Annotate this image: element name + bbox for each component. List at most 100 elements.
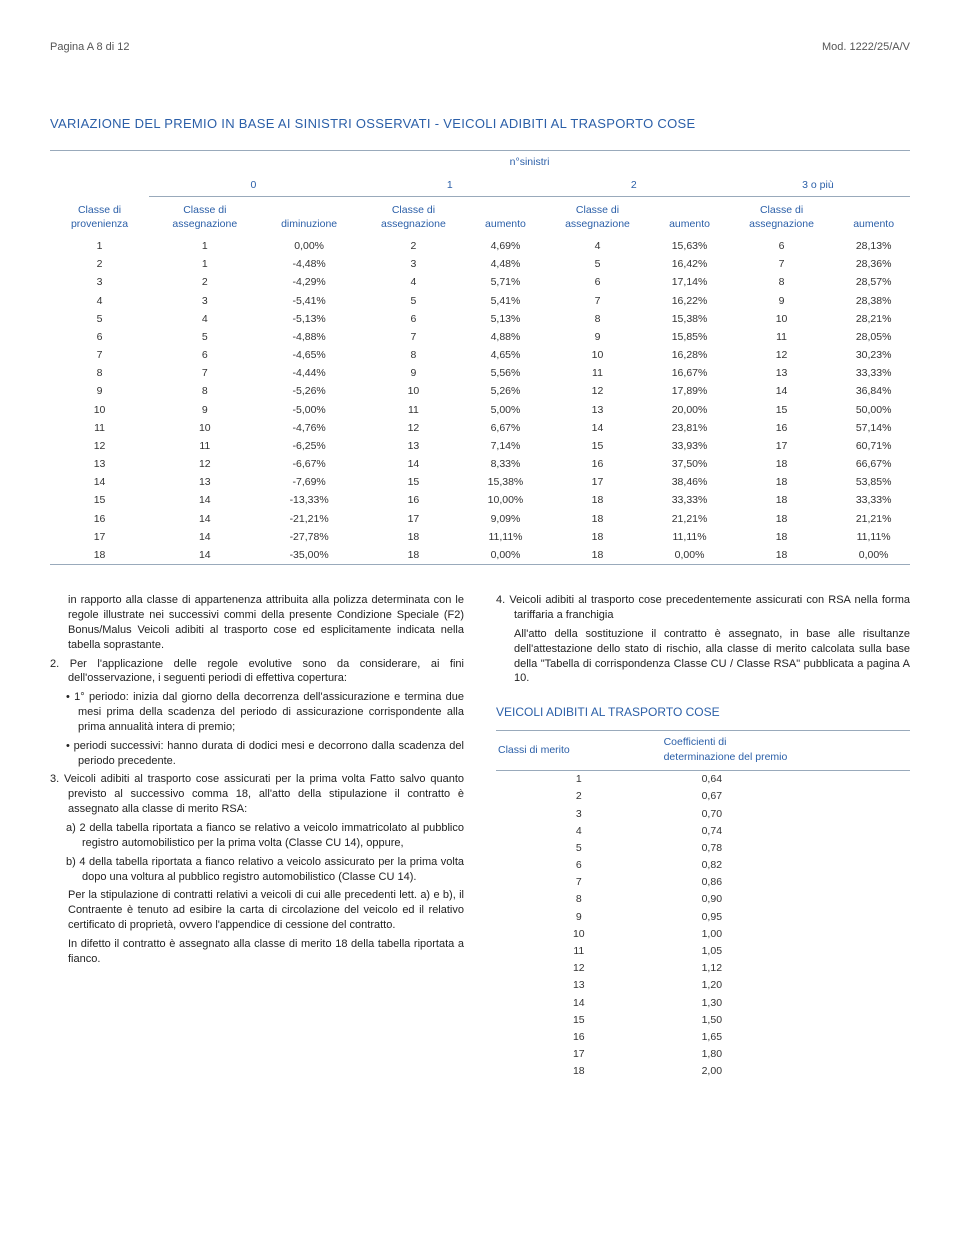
table-cell: 4,65% (469, 346, 542, 364)
table-cell: 3 (496, 805, 662, 822)
table-row: 90,95 (496, 908, 910, 925)
table-row: 141,30 (496, 994, 910, 1011)
table-cell: -5,41% (261, 292, 358, 310)
table-row: 1312-6,67%148,33%1637,50%1866,67% (50, 455, 910, 473)
table-cell: 16 (50, 510, 149, 528)
table-cell: 0,00% (261, 237, 358, 255)
table-cell: 8 (149, 382, 260, 400)
table-row: 54-5,13%65,13%815,38%1028,21% (50, 310, 910, 328)
table-cell: -4,76% (261, 419, 358, 437)
table-cell: 14 (149, 491, 260, 509)
table-cell: 11 (726, 328, 837, 346)
table-cell: 15 (726, 401, 837, 419)
main-table: n°sinistri 0 1 2 3 o più Classe di prove… (50, 150, 910, 564)
table-cell: -27,78% (261, 528, 358, 546)
table-cell: -4,88% (261, 328, 358, 346)
table-cell: 28,05% (837, 328, 910, 346)
blank-head (50, 151, 149, 174)
table-cell: 1,00 (662, 925, 910, 942)
table-cell: 7 (542, 292, 653, 310)
table-cell: 1,30 (662, 994, 910, 1011)
table-cell: 2 (149, 273, 260, 291)
table-row: 111,05 (496, 942, 910, 959)
table-cell: 5 (149, 328, 260, 346)
table-row: 182,00 (496, 1063, 910, 1080)
table-cell: 7 (149, 364, 260, 382)
table-cell: 12 (358, 419, 469, 437)
col-header: aumento (837, 196, 910, 237)
paragraph: 4. Veicoli adibiti al trasporto cose pre… (496, 593, 910, 623)
group-header-1: 1 (358, 174, 542, 197)
table-cell: 18 (542, 528, 653, 546)
table-cell: 6 (50, 328, 149, 346)
paragraph: 3. Veicoli adibiti al trasporto cose ass… (50, 772, 464, 817)
paragraph: in rapporto alla classe di appartenenza … (50, 593, 464, 652)
table-row: 1614-21,21%179,09%1821,21%1821,21% (50, 510, 910, 528)
table-cell: 15,63% (653, 237, 726, 255)
table-cell: 11 (496, 942, 662, 959)
table-cell: 53,85% (837, 473, 910, 491)
table-cell: 16,42% (653, 255, 726, 273)
table-cell: 15,38% (469, 473, 542, 491)
table-cell: 2 (496, 788, 662, 805)
table-cell: 5,13% (469, 310, 542, 328)
sub-item: b) 4 della tabella riportata a fianco re… (50, 855, 464, 885)
table-cell: 57,14% (837, 419, 910, 437)
table-cell: 1 (496, 770, 662, 788)
table-row: 1714-27,78%1811,11%1811,11%1811,11% (50, 528, 910, 546)
table-cell: 18 (726, 491, 837, 509)
coeff-table: Classi di merito Coefficienti di determi… (496, 730, 910, 1079)
page-number-label: Pagina A 8 di 12 (50, 40, 130, 55)
table-cell: 17 (726, 437, 837, 455)
table-cell: 17 (50, 528, 149, 546)
table-row: 1211-6,25%137,14%1533,93%1760,71% (50, 437, 910, 455)
table-cell: 8 (358, 346, 469, 364)
table-cell: 8 (726, 273, 837, 291)
table-cell: -4,44% (261, 364, 358, 382)
table-cell: 0,67 (662, 788, 910, 805)
table-cell: 28,38% (837, 292, 910, 310)
table-cell: 1,50 (662, 1011, 910, 1028)
table-cell: -5,26% (261, 382, 358, 400)
right-column: 4. Veicoli adibiti al trasporto cose pre… (496, 593, 910, 1080)
table-cell: 13 (542, 401, 653, 419)
table-cell: 15 (358, 473, 469, 491)
table-cell: 0,90 (662, 891, 910, 908)
table-cell: 7 (496, 874, 662, 891)
table-cell: 8 (542, 310, 653, 328)
table-cell: 1,12 (662, 960, 910, 977)
table-cell: 13 (726, 364, 837, 382)
coeff-header: Coefficienti di determinazione del premi… (662, 731, 910, 770)
table-cell: 0,70 (662, 805, 910, 822)
table-cell: 6 (149, 346, 260, 364)
table-cell: 15 (50, 491, 149, 509)
table-cell: 1 (149, 255, 260, 273)
table-cell: 13 (149, 473, 260, 491)
table-row: 101,00 (496, 925, 910, 942)
table-cell: 4 (542, 237, 653, 255)
col-header: aumento (653, 196, 726, 237)
table-cell: 3 (358, 255, 469, 273)
table-cell: 16,28% (653, 346, 726, 364)
table-row: 20,67 (496, 788, 910, 805)
table-cell: 28,21% (837, 310, 910, 328)
table-cell: 6 (726, 237, 837, 255)
table-row: 60,82 (496, 857, 910, 874)
table-row: 65-4,88%74,88%915,85%1128,05% (50, 328, 910, 346)
table-cell: 18 (726, 546, 837, 564)
table-cell: 1,05 (662, 942, 910, 959)
table-cell: -7,69% (261, 473, 358, 491)
paragraph: 2. Per l'applicazione delle regole evolu… (50, 657, 464, 687)
table-cell: 16 (726, 419, 837, 437)
table-row: 76-4,65%84,65%1016,28%1230,23% (50, 346, 910, 364)
table-cell: 3 (149, 292, 260, 310)
table-cell: 12 (726, 346, 837, 364)
blank-head (50, 174, 149, 197)
table-cell: 33,33% (837, 491, 910, 509)
table-row: 21-4,48%34,48%516,42%728,36% (50, 255, 910, 273)
table-cell: 4 (50, 292, 149, 310)
group-header-2: 2 (542, 174, 726, 197)
table-cell: 17 (358, 510, 469, 528)
table-cell: 4 (496, 822, 662, 839)
table-row: 109-5,00%115,00%1320,00%1550,00% (50, 401, 910, 419)
